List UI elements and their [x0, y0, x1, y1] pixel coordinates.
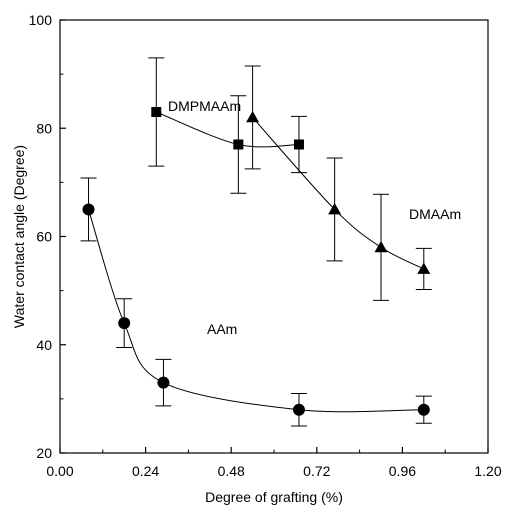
dmaam-point — [328, 202, 342, 215]
x-tick-label: 0.00 — [46, 463, 73, 479]
y-tick-label: 60 — [36, 229, 52, 245]
dmpmaam-point — [293, 139, 304, 150]
dmpmaam-series-label: DMPMAAm — [168, 98, 241, 114]
plot-frame — [59, 19, 489, 454]
aam-point — [157, 376, 170, 389]
x-axis-title: Degree of grafting (%) — [205, 489, 343, 505]
aam-point — [292, 403, 305, 416]
y-tick-label: 80 — [36, 120, 52, 136]
labels: Degree of grafting (%) Water contact angl… — [11, 98, 461, 505]
dmaam-series-label: DMAAm — [409, 206, 461, 222]
dmaam-point — [417, 262, 431, 274]
y-tick-label: 100 — [29, 12, 53, 28]
x-tick-label: 1.20 — [474, 463, 501, 479]
y-tick-label: 20 — [36, 445, 52, 461]
aam-point — [118, 317, 131, 330]
dmpmaam-fit-curve — [156, 111, 299, 148]
x-tick-label: 0.72 — [303, 463, 330, 479]
markers — [82, 107, 431, 416]
dmaam-point — [246, 110, 260, 123]
aam-fit-curve — [88, 209, 424, 413]
axes: 0.00 0.24 0.48 0.72 0.96 1.20 20 40 60 80 100 — [29, 12, 502, 479]
error-bars — [80, 57, 432, 427]
fit-curves — [88, 111, 425, 413]
aam-point — [82, 203, 95, 216]
y-tick-label: 40 — [36, 337, 52, 353]
dmaam-fit-curve — [252, 117, 425, 270]
x-tick-label: 0.24 — [132, 463, 159, 479]
dmaam-point — [374, 240, 388, 253]
aam-series-label: AAm — [207, 321, 237, 337]
dmpmaam-point — [233, 139, 244, 150]
dmpmaam-point — [151, 107, 162, 118]
aam-point — [417, 403, 430, 416]
x-tick-label: 0.96 — [389, 463, 416, 479]
y-axis-title: Water contact angle (Degree) — [11, 145, 27, 328]
x-tick-label: 0.48 — [218, 463, 245, 479]
